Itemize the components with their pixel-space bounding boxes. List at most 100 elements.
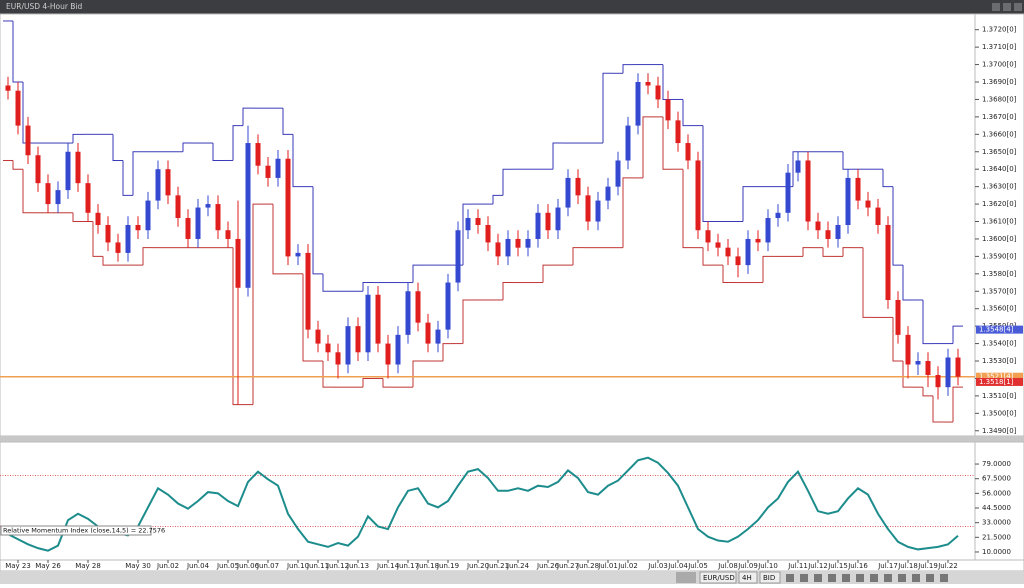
candle-body [775,212,781,219]
candle-body [295,252,301,257]
candle-body [75,151,81,184]
channel-lower [362,377,373,388]
candle-body [195,207,201,239]
candle-body [745,238,751,266]
maximize-button[interactable] [1003,3,1011,11]
price-axis [974,13,1024,437]
price-marker [976,325,1023,334]
x-tick-label: Jul.08 [717,562,738,570]
symbol-select[interactable] [699,571,737,584]
candle-body [45,183,51,205]
tool-icon[interactable] [842,574,850,582]
indicator-line [7,456,959,552]
candle-body [185,218,191,239]
channel-lower [502,282,513,300]
candle-body [885,225,891,300]
y-tick-label: 1.3510[0] [982,392,1017,400]
channel-lower [892,317,903,362]
candle-body [285,158,291,257]
candle-body [205,204,211,208]
channel-upper [502,168,513,196]
price-marker-label: 1.3518[1] [979,378,1014,386]
candle-body [545,212,551,231]
tool-icon[interactable] [828,574,836,582]
x-tick-label: Jul.04 [667,562,688,570]
x-tick-label: May 30 [125,562,151,570]
tool-icon[interactable] [814,574,822,582]
minimize-button[interactable] [992,3,1000,11]
x-tick-label: Jul.11 [787,562,808,570]
candle-body [275,158,281,178]
candle-body [805,160,811,222]
tool-icon[interactable] [912,574,920,582]
price-marker [976,372,1023,381]
channel-upper [232,125,243,161]
x-tick-label: Jul.02 [617,562,638,570]
channel-lower [572,247,583,266]
channel-lower [382,378,393,388]
y-tick-label: 1.3570[0] [982,287,1017,295]
y-tick-label: 1.3540[0] [982,340,1017,348]
channel-lower [232,247,243,406]
side-select[interactable] [759,571,781,584]
channel-lower [322,361,333,388]
x-tick-label: Jul.15 [827,562,848,570]
channel-upper [412,264,423,283]
channel-upper [132,151,143,196]
candle-body [135,225,141,231]
channel-upper [842,151,853,170]
x-tick-label: Jun.20 [466,562,489,570]
channel-lower [102,256,113,266]
candle-body [35,155,41,184]
tool-icon[interactable] [940,574,948,582]
x-tick-label: Jun.07 [256,562,279,570]
tool-icon[interactable] [898,574,906,582]
tool-icon[interactable] [870,574,878,582]
candle-body [325,343,331,353]
candle-body [825,230,831,239]
candle-body [715,242,721,248]
candle-body [395,334,401,365]
close-button[interactable] [1014,3,1022,11]
candle-body [675,120,681,144]
candle-body [375,294,381,344]
candle-body [505,238,511,257]
candle-body [165,169,171,196]
candle-body [915,361,921,365]
candle-body [425,322,431,344]
channel-upper [12,20,23,83]
indicator-axis [974,441,1024,561]
tool-icon[interactable] [856,574,864,582]
tool-icon[interactable] [800,574,808,582]
candle-body [865,200,871,208]
channel-lower [252,203,263,405]
candle-body [385,343,391,365]
candle-body [645,82,651,86]
y-tick-label: 1.3590[0] [982,252,1017,260]
channel-upper [882,169,893,188]
channel-lower [762,255,773,283]
period-select[interactable] [738,571,758,584]
x-tick-label: Jul.18 [897,562,918,570]
candle-body [935,374,941,388]
channel-lower [862,247,873,318]
price-marker-label: 1.3548[4] [979,326,1014,334]
candle-body [605,186,611,201]
candle-body [125,225,131,253]
x-tick-label: May 23 [5,562,31,570]
tool-icon[interactable] [884,574,892,582]
channel-upper [892,186,903,266]
channel-upper [282,108,293,135]
candle-body [335,352,341,365]
scroll-button[interactable] [676,572,696,583]
candle-body [755,238,761,243]
x-tick-label: Jun.18 [416,562,439,570]
y-tick-label: 1.3710[0] [982,43,1017,51]
y-tick-label: 21.5000 [982,533,1011,541]
window-title: EUR/USD 4-Hour Bid [6,2,83,11]
candle-body [875,207,881,225]
channel-lower [682,169,693,249]
tool-icon[interactable] [786,574,794,582]
tool-icon[interactable] [926,574,934,582]
